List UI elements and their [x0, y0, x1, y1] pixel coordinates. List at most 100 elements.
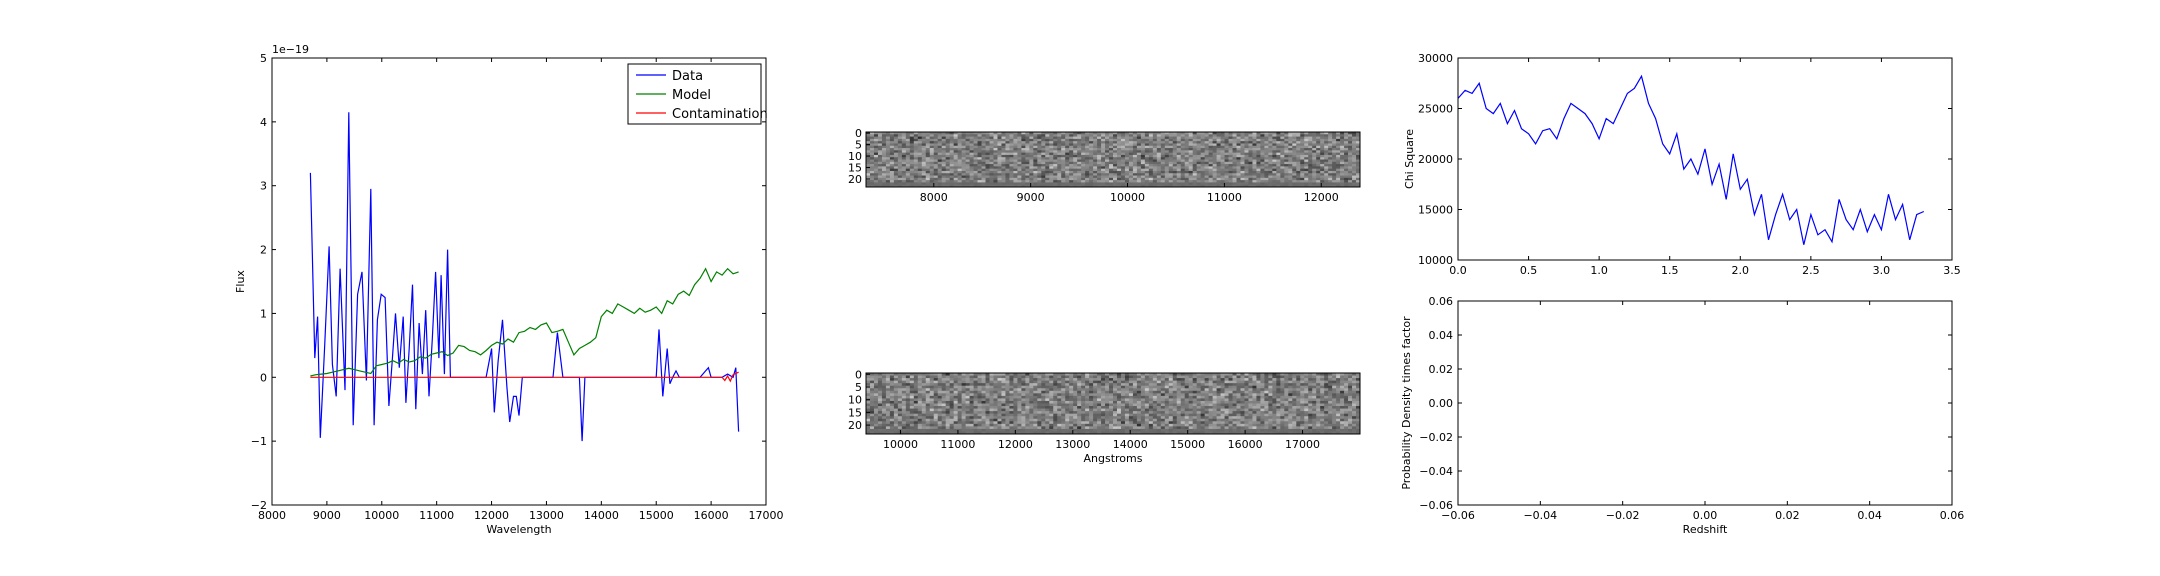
heatmap-cell	[1128, 134, 1134, 137]
heatmap-cell	[1017, 152, 1022, 156]
heatmap-cell	[1120, 375, 1126, 379]
heatmap-cell	[1029, 159, 1034, 163]
heatmap-cell	[1180, 395, 1186, 399]
heatmap-cell	[1065, 403, 1070, 407]
heatmap-cell	[1248, 157, 1253, 160]
heatmap-cell	[1220, 132, 1225, 135]
heatmap-cell	[1320, 180, 1325, 183]
heatmap-cell	[993, 184, 998, 188]
heatmap-cell	[993, 393, 998, 397]
heatmap-cell	[945, 184, 951, 188]
heatmap-cell	[949, 173, 955, 176]
heatmap-cell	[1236, 132, 1241, 135]
heatmap-cell	[1320, 141, 1325, 144]
heatmap-cell	[889, 390, 895, 394]
heatmap-cell	[1212, 150, 1217, 154]
heatmap-cell	[957, 166, 963, 170]
heatmap-cell	[1041, 393, 1046, 397]
heatmap-cell	[917, 177, 923, 181]
heatmap-cell	[1240, 373, 1245, 376]
heatmap-cell	[1208, 145, 1213, 149]
heatmap-cell	[1224, 390, 1229, 394]
heatmap-cell	[1124, 143, 1130, 147]
heatmap-cell	[1312, 170, 1317, 174]
heatmap-cell	[877, 159, 883, 163]
heatmap-cell	[1172, 373, 1178, 376]
heatmap-cell	[1324, 168, 1329, 172]
heatmap-cell	[1116, 380, 1122, 384]
heatmap-cell	[1176, 406, 1182, 409]
heatmap-cell	[1089, 159, 1094, 163]
heatmap-cell	[1172, 182, 1178, 186]
heatmap-cell	[1160, 180, 1166, 183]
heatmap-cell	[961, 398, 966, 402]
heatmap-cell	[1256, 398, 1261, 402]
heatmap-cell	[997, 184, 1002, 188]
heatmap-cell	[1224, 408, 1229, 412]
heatmap-cell	[1136, 385, 1142, 389]
heatmap-cell	[1328, 403, 1333, 407]
heatmap-cell	[1284, 136, 1289, 140]
heatmap-cell	[1057, 385, 1062, 389]
heatmap-cell	[881, 159, 887, 163]
heatmap-cell	[1320, 173, 1325, 176]
heatmap-cell	[1049, 177, 1054, 181]
heatmap-cell	[905, 373, 911, 376]
heatmap-cell	[1105, 400, 1110, 404]
heatmap-cell	[1224, 134, 1229, 137]
heatmap-cell	[937, 393, 943, 397]
heatmap-cell	[941, 408, 947, 412]
heatmap-cell	[921, 138, 927, 142]
heatmap-cell	[1316, 182, 1321, 186]
heatmap-cell	[921, 380, 927, 384]
heatmap-cell	[977, 148, 982, 151]
heatmap-cell	[1116, 138, 1122, 142]
heatmap-cell	[1316, 184, 1321, 188]
heatmap-cell	[901, 411, 907, 415]
heatmap-cell	[1192, 177, 1198, 181]
heatmap-cell	[1204, 145, 1210, 149]
heatmap-cell	[1160, 161, 1166, 165]
heatmap-cell	[905, 161, 911, 165]
heatmap-cell	[1232, 388, 1237, 392]
heatmap-cell	[985, 154, 990, 158]
heatmap-cell	[1316, 154, 1321, 158]
heatmap-cell	[1136, 395, 1142, 399]
heatmap-cell	[1200, 403, 1206, 407]
heatmap-cell	[889, 159, 895, 163]
heatmap-cell	[997, 138, 1002, 142]
heatmap-cell	[1049, 411, 1054, 415]
heatmap-cell	[933, 182, 939, 186]
heatmap-cell	[961, 182, 966, 186]
heatmap-cell	[1025, 138, 1030, 142]
heatmap-cell	[1140, 166, 1146, 170]
heatmap-cell	[1033, 408, 1038, 412]
heatmap-cell	[1061, 152, 1066, 156]
heatmap-cell	[1264, 136, 1269, 140]
heatmap-cell	[1324, 141, 1329, 144]
heatmap-cell	[1093, 134, 1098, 137]
heatmap-cell	[909, 170, 915, 174]
heatmap-cell	[1049, 154, 1054, 158]
heatmap-cell	[1049, 166, 1054, 170]
heatmap-cell	[969, 182, 974, 186]
heatmap-cell	[961, 390, 966, 394]
heatmap-cell	[873, 161, 879, 165]
heatmap-cell	[981, 148, 986, 151]
heatmap-cell	[1001, 175, 1006, 179]
heatmap-cell	[1220, 173, 1225, 176]
heatmap-cell	[1073, 164, 1078, 167]
heatmap-cell	[1156, 143, 1162, 147]
heatmap-cell	[1324, 182, 1329, 186]
heatmap-cell	[1124, 161, 1130, 165]
heatmap-cell	[1292, 141, 1297, 144]
heatmap-cell	[1328, 164, 1333, 167]
heatmap-cell	[1188, 395, 1194, 399]
heatmap-cell	[1200, 157, 1206, 160]
heatmap-cell	[1188, 136, 1194, 140]
heatmap-cell	[961, 411, 966, 415]
heatmap-cell	[1085, 380, 1090, 384]
heatmap-cell	[1312, 393, 1317, 397]
heatmap-cell	[993, 170, 998, 174]
heatmap-cell	[981, 152, 986, 156]
